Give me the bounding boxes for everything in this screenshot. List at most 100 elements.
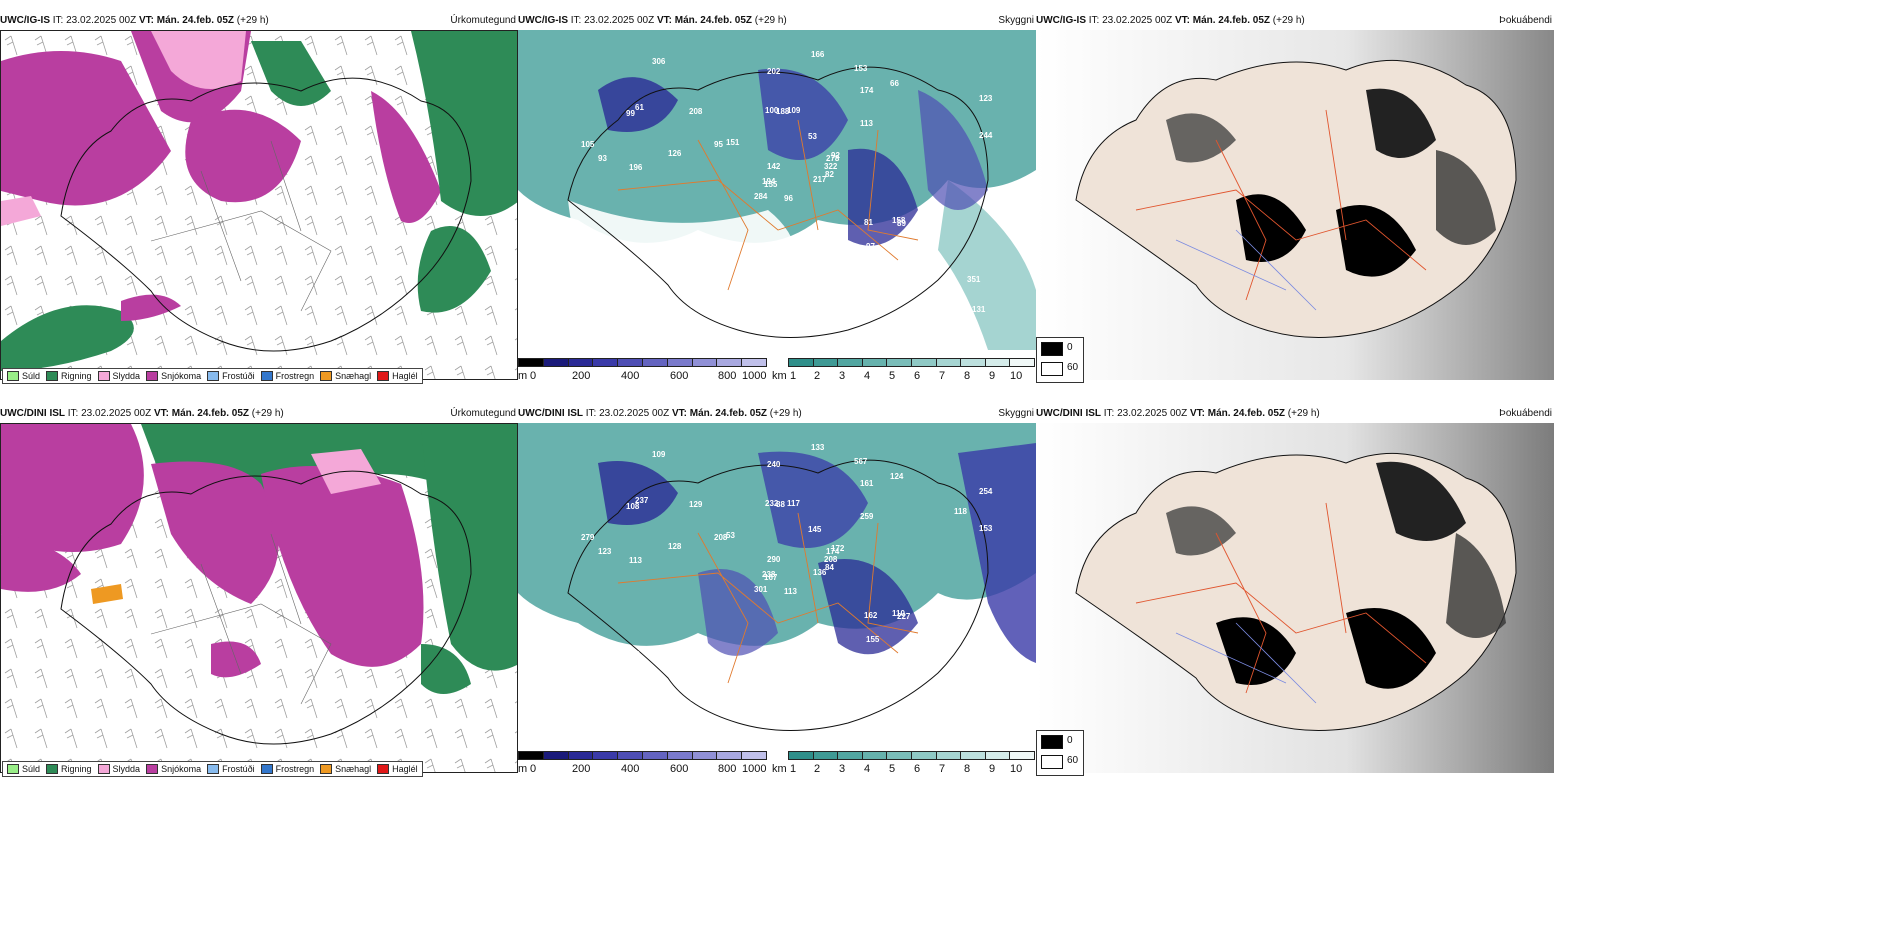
valid-time: VT: Mán. 24.feb. 05Z <box>656 15 752 26</box>
lead-time: (+29 h) <box>236 15 269 26</box>
panel-title: Þokuábendi <box>1499 408 1552 419</box>
model-name: UWC/IG-IS <box>0 15 50 26</box>
ceiling-value-label: 109 <box>787 106 801 115</box>
fog-area <box>1346 608 1436 689</box>
visibility-tick: 10 <box>1010 763 1023 775</box>
legend-item: Rigning <box>46 764 92 774</box>
ceiling-value-label: 136 <box>813 568 827 577</box>
legend-item: Rigning <box>46 371 92 381</box>
legend-item: Frostúði <box>207 764 255 774</box>
init-time: IT: 23.02.2025 00Z <box>570 15 655 26</box>
ceiling-value-label: 200 <box>616 310 630 319</box>
ceiling-value-label: 351 <box>967 275 981 284</box>
visibility-tick: 5 <box>889 763 896 775</box>
legend-item: Frostúði <box>207 371 255 381</box>
visibility-unit: km <box>772 763 787 775</box>
ceiling-value-label: 194 <box>762 177 776 186</box>
lead-time: (+29 h) <box>769 408 802 419</box>
colorbar-segment <box>518 358 544 367</box>
ceiling-value-label: 81 <box>864 218 873 227</box>
ceiling-value-label: 124 <box>890 472 904 481</box>
ceiling-value-label: 196 <box>629 163 643 172</box>
road-lines <box>150 533 332 705</box>
ceiling-colorbar: m 0 200 400 600 800 1000 <box>518 751 768 781</box>
fog-map-svg <box>1036 423 1554 773</box>
visibility-unit: km <box>772 370 787 382</box>
ceiling-value-label: 66 <box>890 79 899 88</box>
colorbar-segment <box>617 358 643 367</box>
rain-area <box>1 305 134 371</box>
colorbar-segment <box>592 358 619 367</box>
sleet-area <box>151 31 246 89</box>
colorbar-segment <box>812 358 839 367</box>
ceiling-value-label: 105 <box>581 140 595 149</box>
panel-title: Úrkomutegund <box>450 408 516 419</box>
panel-title: Úrkomutegund <box>450 15 516 26</box>
road-lines <box>1135 109 1427 301</box>
ceiling-value-label: 153 <box>854 64 868 73</box>
legend-item: Frostregn <box>260 764 314 774</box>
colorbar-segment <box>911 751 937 760</box>
ceiling-value-label: 133 <box>762 269 776 278</box>
ceiling-value-label: 89 <box>678 675 687 684</box>
iceland-outline <box>567 66 989 338</box>
ceiling-value-label: 151 <box>611 686 625 695</box>
visibility-tick: 9 <box>989 370 996 382</box>
clouds-map-svg: 96 99 155 161 278 172 153 109 174 217 306 131 196 123… <box>518 30 1036 350</box>
ceiling-tick: 1000 <box>742 763 767 775</box>
snow-area <box>1 534 81 592</box>
legend-item: Snæhagl <box>320 764 371 774</box>
ceiling-value-label: 100 <box>765 106 779 115</box>
colorbar-segment <box>642 751 668 760</box>
ceiling-value-label: 82 <box>825 170 834 179</box>
visibility-tick: 10 <box>1010 370 1023 382</box>
rain-area <box>411 31 517 216</box>
ceiling-value-label: 126 <box>668 149 682 158</box>
clouds-map: 113 108 167 157 174 132 567 117 161 136 109 105 113 2… <box>518 423 1036 743</box>
visibility-colorbar: km 1 2 3 4 5 6 7 8 9 10 <box>772 358 1036 388</box>
colorbar-segment <box>886 751 912 760</box>
ceiling-value-label: 118 <box>954 507 967 516</box>
legend-item: Snjókoma <box>146 764 201 774</box>
legend-item: Snæhagl <box>320 371 371 381</box>
ceiling-value-label: 92 <box>678 282 687 291</box>
colorbar-segment <box>837 751 863 760</box>
ceiling-value-label: 145 <box>808 525 822 534</box>
road-lines <box>150 140 332 312</box>
ceiling-tick: 800 <box>718 370 737 382</box>
snow-area <box>121 294 181 321</box>
panel-title: Skyggni <box>998 15 1034 26</box>
precip-panel-bottom: UWC/DINI ISL IT: 23.02.2025 00Z VT: Mán.… <box>0 405 518 785</box>
colorbar-segment <box>691 358 718 367</box>
ceiling-tick: 200 <box>572 370 591 382</box>
ceiling-value-label: 53 <box>726 531 735 540</box>
visibility-area <box>938 180 1036 350</box>
fog-key-top-label: 0 <box>1067 735 1073 746</box>
ceiling-tick: 600 <box>670 370 689 382</box>
precip-map-svg <box>1 424 517 772</box>
init-time: IT: 23.02.2025 00Z <box>67 408 152 419</box>
ceiling-value-label: 188 <box>776 107 790 116</box>
panel-header: UWC/IG-IS IT: 23.02.2025 00Z VT: Mán. 24… <box>1036 12 1554 30</box>
fog-key-bottom-label: 60 <box>1067 755 1079 766</box>
legend-item: Slydda <box>97 764 140 774</box>
ceiling-value-label: 161 <box>611 280 625 289</box>
visibility-tick: 1 <box>790 370 797 382</box>
ceiling-value-label: 155 <box>764 180 778 189</box>
init-time: IT: 23.02.2025 00Z <box>1103 408 1188 419</box>
ceiling-value-label: 247 <box>616 703 630 712</box>
ceiling-value-label: 172 <box>831 544 845 553</box>
colorbar-segment <box>542 751 569 760</box>
ceiling-tick: 0 <box>530 370 537 382</box>
ceiling-value-label: 284 <box>754 192 768 201</box>
ceiling-value-label: 95 <box>714 140 723 149</box>
ceiling-value-label: 131 <box>972 305 986 314</box>
ceiling-value-label: 278 <box>826 154 840 163</box>
clouds-panel-bottom: UWC/DINI ISL IT: 23.02.2025 00Z VT: Mán.… <box>518 405 1036 785</box>
ceiling-value-label: 108 <box>626 502 640 511</box>
ceiling-value-label: 227 <box>897 612 911 621</box>
fog-map-svg <box>1036 30 1554 380</box>
ceiling-area <box>758 451 868 548</box>
ceiling-value-label: 151 <box>726 138 740 147</box>
ceiling-area <box>758 68 848 160</box>
